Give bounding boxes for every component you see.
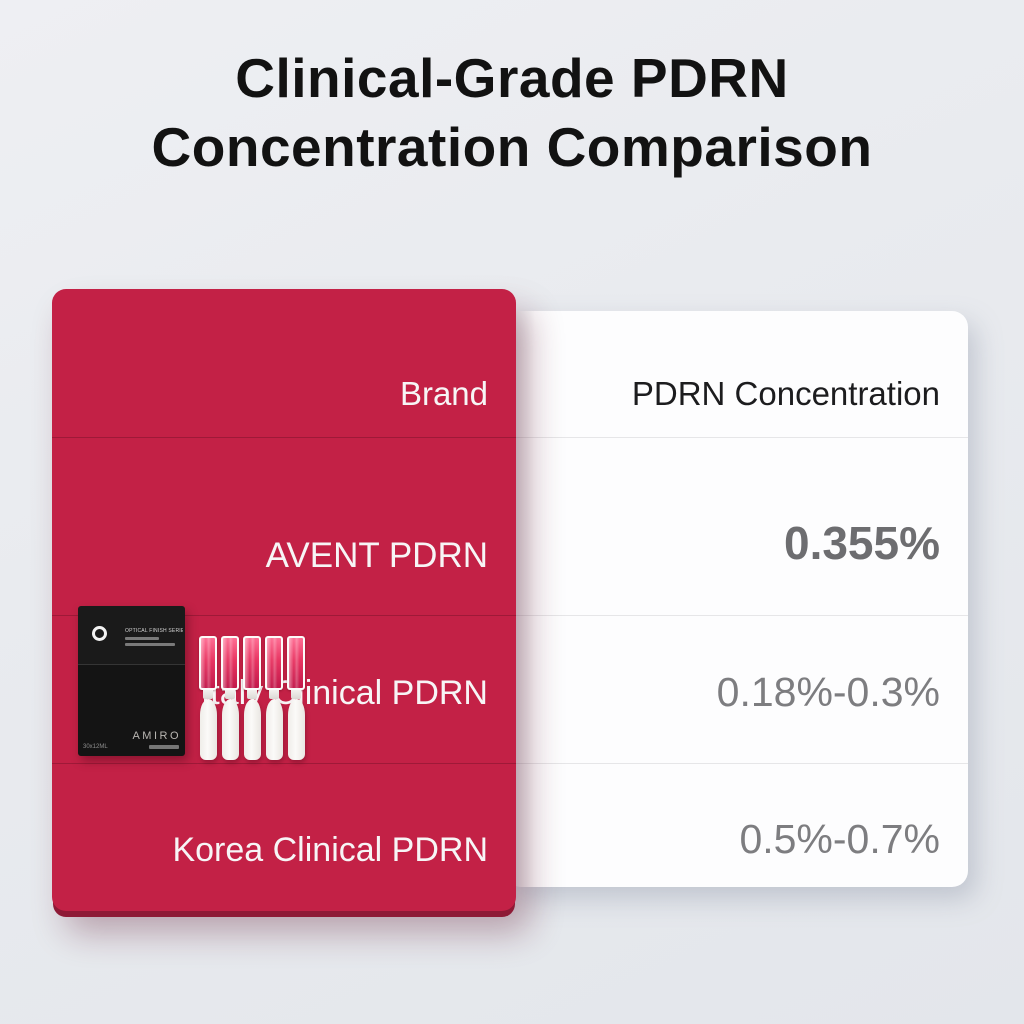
table-row-value-avent: 0.355%: [505, 437, 968, 615]
brand-column-header: Brand: [399, 375, 488, 412]
ampoule-vial: [287, 636, 305, 760]
product-box-fineprint-bar: [125, 637, 159, 640]
table-row-brand-korea: Korea Clinical PDRN: [52, 763, 516, 911]
ampoule-vial: [199, 636, 217, 760]
concentration-header-row: PDRN Concentration: [505, 311, 968, 437]
brand-header-row: Brand: [52, 289, 516, 437]
product-box-quantity-text: 30x12ML: [83, 744, 108, 750]
title-line-1: Clinical-Grade PDRN: [235, 47, 789, 109]
ampoule-vial: [265, 636, 283, 760]
page-title: Clinical-Grade PDRN Concentration Compar…: [0, 44, 1024, 182]
product-photo: OPTICAL FINISH SERIES I AMIRO 30x12ML: [78, 606, 306, 760]
product-box-seam: [78, 664, 185, 665]
table-row-brand-avent: OPTICAL FINISH SERIES I AMIRO 30x12ML AV…: [52, 437, 516, 760]
ampoule-vial: [221, 636, 239, 760]
table-row-value-korea: 0.5%-0.7%: [505, 763, 968, 887]
brand-name: Korea Clinical PDRN: [172, 831, 488, 869]
brand-name: AVENT PDRN: [265, 535, 488, 575]
ampoule-vial: [243, 636, 261, 760]
concentration-value: 0.5%-0.7%: [739, 816, 940, 862]
product-box: OPTICAL FINISH SERIES I AMIRO 30x12ML: [78, 606, 185, 756]
product-box-fineprint-bar: [149, 745, 179, 749]
product-box-brand-text: AMIRO: [132, 730, 181, 742]
brand-panel: Brand OPTICAL FINISH SERIES I AMIRO 30x1…: [52, 289, 516, 911]
product-box-fineprint-bar: [125, 643, 175, 646]
ampoule-set: [199, 636, 305, 760]
brand-ring-logo-icon: [92, 626, 107, 641]
product-box-text-block: OPTICAL FINISH SERIES I: [125, 628, 183, 646]
concentration-value: 0.355%: [783, 516, 940, 569]
product-box-lid-shading: [78, 665, 185, 756]
concentration-column-header: PDRN Concentration: [631, 375, 940, 412]
product-box-series-text: OPTICAL FINISH SERIES I: [125, 628, 183, 634]
table-row-value-italy: 0.18%-0.3%: [505, 615, 968, 763]
concentration-panel: PDRN Concentration 0.355% 0.18%-0.3% 0.5…: [505, 311, 968, 887]
title-line-2: Concentration Comparison: [151, 116, 873, 178]
concentration-value: 0.18%-0.3%: [716, 669, 940, 715]
